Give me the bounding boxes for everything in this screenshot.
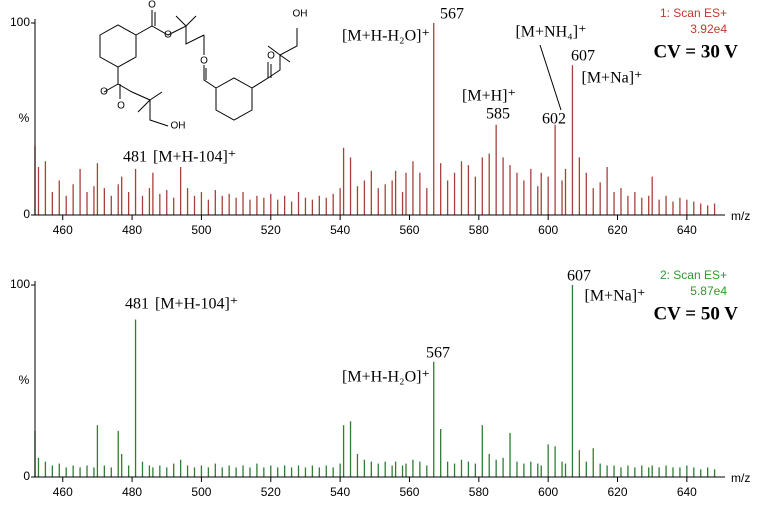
y-tick-label: 100 bbox=[10, 15, 30, 29]
peak-annotation: 481 bbox=[125, 296, 149, 313]
structure-drawing bbox=[99, 10, 298, 127]
x-tick-label: 560 bbox=[399, 223, 419, 237]
x-tick-label: 500 bbox=[191, 485, 211, 499]
peak-annotation: 585 bbox=[486, 106, 510, 123]
x-tick-label: 520 bbox=[261, 223, 281, 237]
peak-annotation: [M+H-104]⁺ bbox=[153, 149, 236, 166]
x-tick-label: 640 bbox=[677, 485, 697, 499]
atom-label: O bbox=[117, 101, 125, 112]
scan-label: 1: Scan ES+ bbox=[660, 6, 727, 20]
atom-label: OH bbox=[293, 9, 308, 20]
y-axis-label: % bbox=[19, 373, 30, 387]
x-tick-label: 640 bbox=[677, 223, 697, 237]
peak-annotation: 481 bbox=[123, 149, 147, 166]
atom-label: O bbox=[148, 0, 156, 11]
condition-label: CV = 50 V bbox=[653, 303, 738, 324]
x-tick-label: 520 bbox=[261, 485, 281, 499]
atom-label: OH bbox=[171, 121, 186, 132]
peak-annotation: 607 bbox=[567, 268, 591, 285]
x-tick-label: 540 bbox=[330, 223, 350, 237]
annotation-leader bbox=[539, 44, 562, 111]
peak-annotation: 607 bbox=[571, 48, 595, 65]
intensity-label: 3.92e4 bbox=[690, 22, 727, 36]
y-tick-label: 100 bbox=[10, 277, 30, 291]
x-tick-label: 580 bbox=[469, 223, 489, 237]
x-tick-label: 620 bbox=[607, 223, 627, 237]
x-tick-label: 460 bbox=[53, 485, 73, 499]
peak-annotation: [M+Na]⁺ bbox=[584, 288, 645, 305]
peak-annotation: [M+Na]⁺ bbox=[581, 70, 642, 87]
atom-label: O bbox=[200, 56, 208, 67]
x-axis-label: m/z bbox=[731, 471, 750, 485]
atom-label: O bbox=[100, 87, 108, 98]
x-tick-label: 460 bbox=[53, 223, 73, 237]
x-axis-label: m/z bbox=[731, 209, 750, 223]
peak-annotation: [M+H-H₂O]⁺ bbox=[342, 369, 430, 386]
x-tick-label: 480 bbox=[122, 485, 142, 499]
scan-label: 2: Scan ES+ bbox=[660, 268, 727, 282]
x-tick-label: 480 bbox=[122, 223, 142, 237]
x-tick-label: 600 bbox=[538, 223, 558, 237]
y-tick-label: 0 bbox=[23, 207, 30, 221]
peak-annotation: [M+H-104]⁺ bbox=[155, 296, 238, 313]
peak-annotation: [M+H]⁺ bbox=[462, 88, 516, 105]
condition-label: CV = 30 V bbox=[653, 41, 738, 62]
x-tick-label: 580 bbox=[469, 485, 489, 499]
peak-annotation: [M+H-H₂O]⁺ bbox=[342, 28, 430, 45]
x-tick-label: 560 bbox=[399, 485, 419, 499]
y-tick-label: 0 bbox=[23, 469, 30, 483]
intensity-label: 5.87e4 bbox=[690, 284, 727, 298]
x-tick-label: 620 bbox=[607, 485, 627, 499]
x-tick-label: 600 bbox=[538, 485, 558, 499]
peak-annotation: 567 bbox=[440, 6, 464, 23]
peak-annotation: 602 bbox=[542, 111, 566, 128]
peak-annotation: 567 bbox=[426, 345, 450, 362]
x-tick-label: 500 bbox=[191, 223, 211, 237]
peak-annotation: [M+NH₄]⁺ bbox=[515, 24, 586, 41]
atom-label: O bbox=[164, 30, 172, 41]
atom-label: O bbox=[267, 51, 275, 62]
x-tick-label: 540 bbox=[330, 485, 350, 499]
y-axis-label: % bbox=[19, 111, 30, 125]
